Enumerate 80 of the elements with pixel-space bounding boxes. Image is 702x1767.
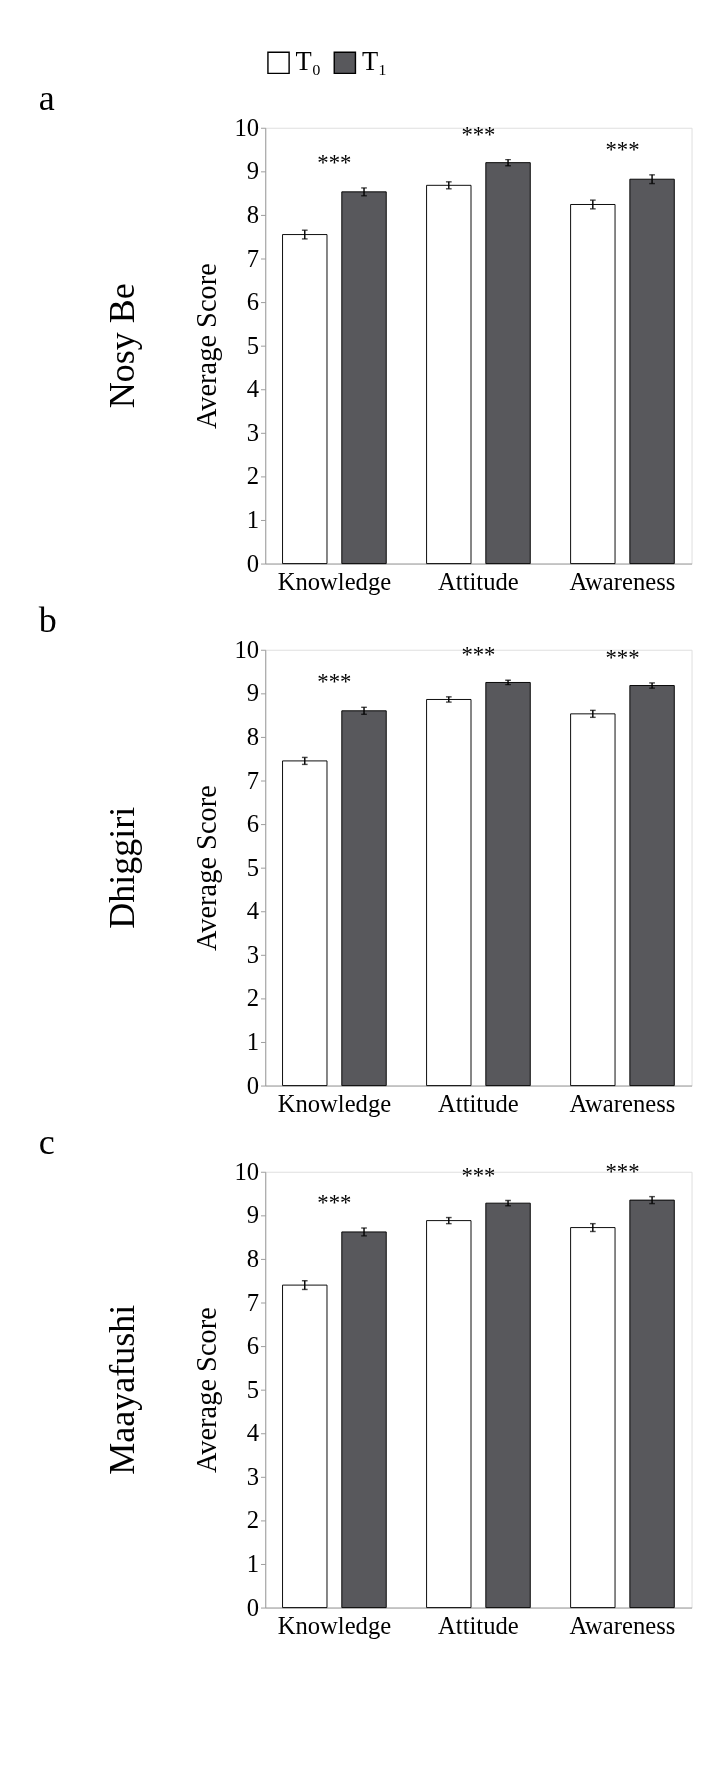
y-tick-label: 6 bbox=[246, 810, 260, 838]
annotation: *** bbox=[461, 642, 496, 668]
x-tick-label: Attitude bbox=[438, 1089, 519, 1117]
y-tick-label: 1 bbox=[246, 506, 260, 534]
y-tick-label: 6 bbox=[246, 1332, 260, 1360]
annotation: *** bbox=[605, 136, 640, 162]
y-tick-label: 9 bbox=[246, 1201, 260, 1229]
y-tick-label: 3 bbox=[246, 418, 260, 446]
x-tick-label: Knowledge bbox=[277, 567, 392, 595]
bar bbox=[282, 760, 328, 1087]
y-tick-label: 8 bbox=[246, 201, 260, 228]
bar bbox=[282, 234, 328, 565]
bar bbox=[485, 162, 531, 565]
y-tick-label: 3 bbox=[246, 940, 260, 968]
annotation: *** bbox=[317, 669, 352, 695]
text: Nosy Be bbox=[101, 283, 142, 409]
y-tick-label: 3 bbox=[246, 1462, 260, 1490]
y-axis-title: Average Score bbox=[190, 785, 222, 952]
y-tick-label: 0 bbox=[246, 1071, 260, 1099]
y-tick-label: 2 bbox=[246, 1506, 260, 1534]
bar bbox=[485, 1202, 531, 1609]
x-tick-label: Awareness bbox=[569, 567, 676, 595]
y-tick-label: 2 bbox=[246, 984, 260, 1012]
x-tick-label: Awareness bbox=[569, 1611, 676, 1639]
bar bbox=[282, 1284, 328, 1609]
annotation: *** bbox=[605, 644, 640, 670]
y-tick-label: 6 bbox=[246, 288, 260, 316]
x-tick-label: Knowledge bbox=[277, 1611, 392, 1639]
annotation: *** bbox=[461, 121, 496, 147]
bar bbox=[341, 191, 387, 565]
y-axis-title: Average Score bbox=[190, 1307, 222, 1474]
bar bbox=[629, 1199, 675, 1609]
y-tick-label: 4 bbox=[246, 897, 260, 925]
chart-title: c bbox=[38, 1121, 55, 1162]
bar bbox=[341, 1231, 387, 1609]
bar bbox=[341, 710, 387, 1087]
y-tick-label: 9 bbox=[246, 679, 260, 707]
y-tick-label: 10 bbox=[234, 1157, 260, 1185]
text: Maayafushi bbox=[101, 1304, 142, 1475]
legend-label: T₁ bbox=[361, 46, 388, 77]
bar bbox=[570, 204, 616, 565]
bar bbox=[426, 184, 472, 565]
y-tick-label: 2 bbox=[246, 462, 260, 490]
x-tick-label: Awareness bbox=[569, 1089, 676, 1117]
x-tick-label: Knowledge bbox=[277, 1089, 392, 1117]
annotation: *** bbox=[461, 1162, 496, 1188]
legend-label: T₀ bbox=[295, 46, 322, 77]
bar bbox=[426, 698, 472, 1087]
y-tick-label: 8 bbox=[246, 723, 260, 750]
y-tick-label: 4 bbox=[246, 1419, 260, 1447]
y-axis-title: Average Score bbox=[190, 263, 222, 430]
annotation: *** bbox=[317, 1190, 352, 1216]
x-tick-label: Attitude bbox=[438, 567, 519, 595]
x-tick-label: Attitude bbox=[438, 1611, 519, 1639]
y-tick-label: 0 bbox=[246, 1593, 260, 1621]
y-tick-label: 9 bbox=[246, 157, 260, 185]
bar bbox=[485, 681, 531, 1087]
y-tick-label: 7 bbox=[246, 766, 260, 794]
y-tick-label: 7 bbox=[246, 1288, 260, 1316]
y-tick-label: 10 bbox=[234, 635, 260, 663]
bar bbox=[629, 685, 675, 1087]
y-tick-label: 4 bbox=[246, 375, 260, 403]
y-tick-label: 1 bbox=[246, 1550, 260, 1578]
annotation: *** bbox=[605, 1158, 640, 1184]
bar bbox=[570, 1227, 616, 1609]
y-tick-label: 8 bbox=[246, 1245, 260, 1272]
y-tick-label: 1 bbox=[246, 1028, 260, 1056]
chart-title: b bbox=[38, 599, 57, 640]
y-tick-label: 0 bbox=[246, 549, 260, 577]
bar bbox=[426, 1220, 472, 1609]
annotation: *** bbox=[317, 149, 352, 175]
y-tick-label: 10 bbox=[234, 113, 260, 141]
y-tick-label: 7 bbox=[246, 244, 260, 272]
chart-title: a bbox=[38, 77, 55, 118]
bar bbox=[629, 178, 675, 565]
y-tick-label: 5 bbox=[246, 331, 260, 359]
y-tick-label: 5 bbox=[246, 853, 260, 881]
bar bbox=[570, 713, 616, 1087]
text: Dhiggiri bbox=[101, 806, 142, 929]
y-tick-label: 5 bbox=[246, 1375, 260, 1403]
